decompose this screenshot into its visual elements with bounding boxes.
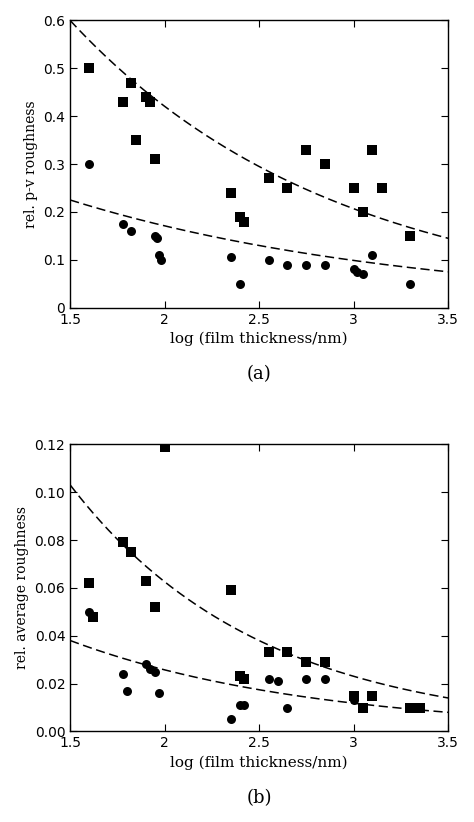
Point	[237, 210, 244, 224]
Point	[359, 268, 367, 281]
Point	[146, 95, 153, 109]
Text: (a): (a)	[247, 365, 272, 383]
Point	[369, 248, 376, 261]
Point	[127, 224, 135, 238]
Point	[369, 689, 376, 702]
Point	[127, 545, 135, 558]
Point	[119, 95, 127, 109]
Point	[359, 206, 367, 219]
Point	[133, 134, 140, 147]
Point	[153, 232, 161, 245]
Point	[321, 655, 329, 668]
Point	[240, 699, 248, 712]
Point	[321, 158, 329, 171]
Point	[283, 701, 291, 714]
Point	[350, 182, 357, 195]
Text: (b): (b)	[246, 789, 272, 807]
Point	[89, 610, 97, 623]
Point	[350, 694, 357, 707]
Point	[119, 217, 127, 230]
Point	[85, 605, 93, 618]
Point	[354, 266, 361, 279]
Point	[151, 229, 159, 242]
Y-axis label: rel. p-v roughness: rel. p-v roughness	[24, 100, 38, 228]
Point	[369, 689, 376, 702]
Point	[416, 701, 423, 714]
Point	[227, 187, 235, 200]
Point	[227, 251, 235, 264]
Point	[407, 229, 414, 242]
Point	[283, 646, 291, 659]
Point	[123, 684, 131, 697]
Point	[265, 672, 273, 686]
Point	[321, 258, 329, 271]
Point	[227, 713, 235, 726]
Y-axis label: rel. average roughness: rel. average roughness	[15, 506, 29, 669]
Point	[237, 670, 244, 683]
Point	[369, 143, 376, 156]
Point	[240, 215, 248, 228]
Point	[407, 701, 414, 714]
Point	[350, 689, 357, 702]
Point	[321, 672, 329, 686]
Point	[142, 574, 149, 587]
Point	[283, 258, 291, 271]
Point	[85, 158, 93, 171]
Point	[407, 701, 414, 714]
Point	[155, 686, 163, 700]
Point	[302, 258, 310, 271]
Point	[151, 665, 159, 678]
Point	[265, 253, 273, 266]
Point	[350, 263, 357, 276]
Point	[407, 277, 414, 290]
Point	[378, 182, 386, 195]
Point	[85, 62, 93, 75]
X-axis label: log (film thickness/nm): log (film thickness/nm)	[170, 756, 348, 770]
Point	[359, 701, 367, 714]
Point	[265, 172, 273, 185]
Point	[119, 667, 127, 681]
Point	[127, 76, 135, 90]
Point	[157, 253, 164, 266]
Point	[240, 672, 248, 686]
Point	[265, 646, 273, 659]
Point	[142, 658, 149, 671]
Point	[227, 584, 235, 597]
Point	[237, 277, 244, 290]
Point	[302, 143, 310, 156]
Point	[302, 655, 310, 668]
Point	[161, 440, 168, 453]
Point	[151, 600, 159, 613]
X-axis label: log (film thickness/nm): log (film thickness/nm)	[170, 332, 348, 347]
Point	[151, 153, 159, 166]
Point	[89, 610, 97, 623]
Point	[237, 699, 244, 712]
Point	[302, 672, 310, 686]
Point	[155, 248, 163, 261]
Point	[283, 182, 291, 195]
Point	[119, 536, 127, 549]
Point	[146, 663, 153, 676]
Point	[85, 576, 93, 589]
Point	[142, 90, 149, 104]
Point	[274, 675, 282, 688]
Point	[359, 701, 367, 714]
